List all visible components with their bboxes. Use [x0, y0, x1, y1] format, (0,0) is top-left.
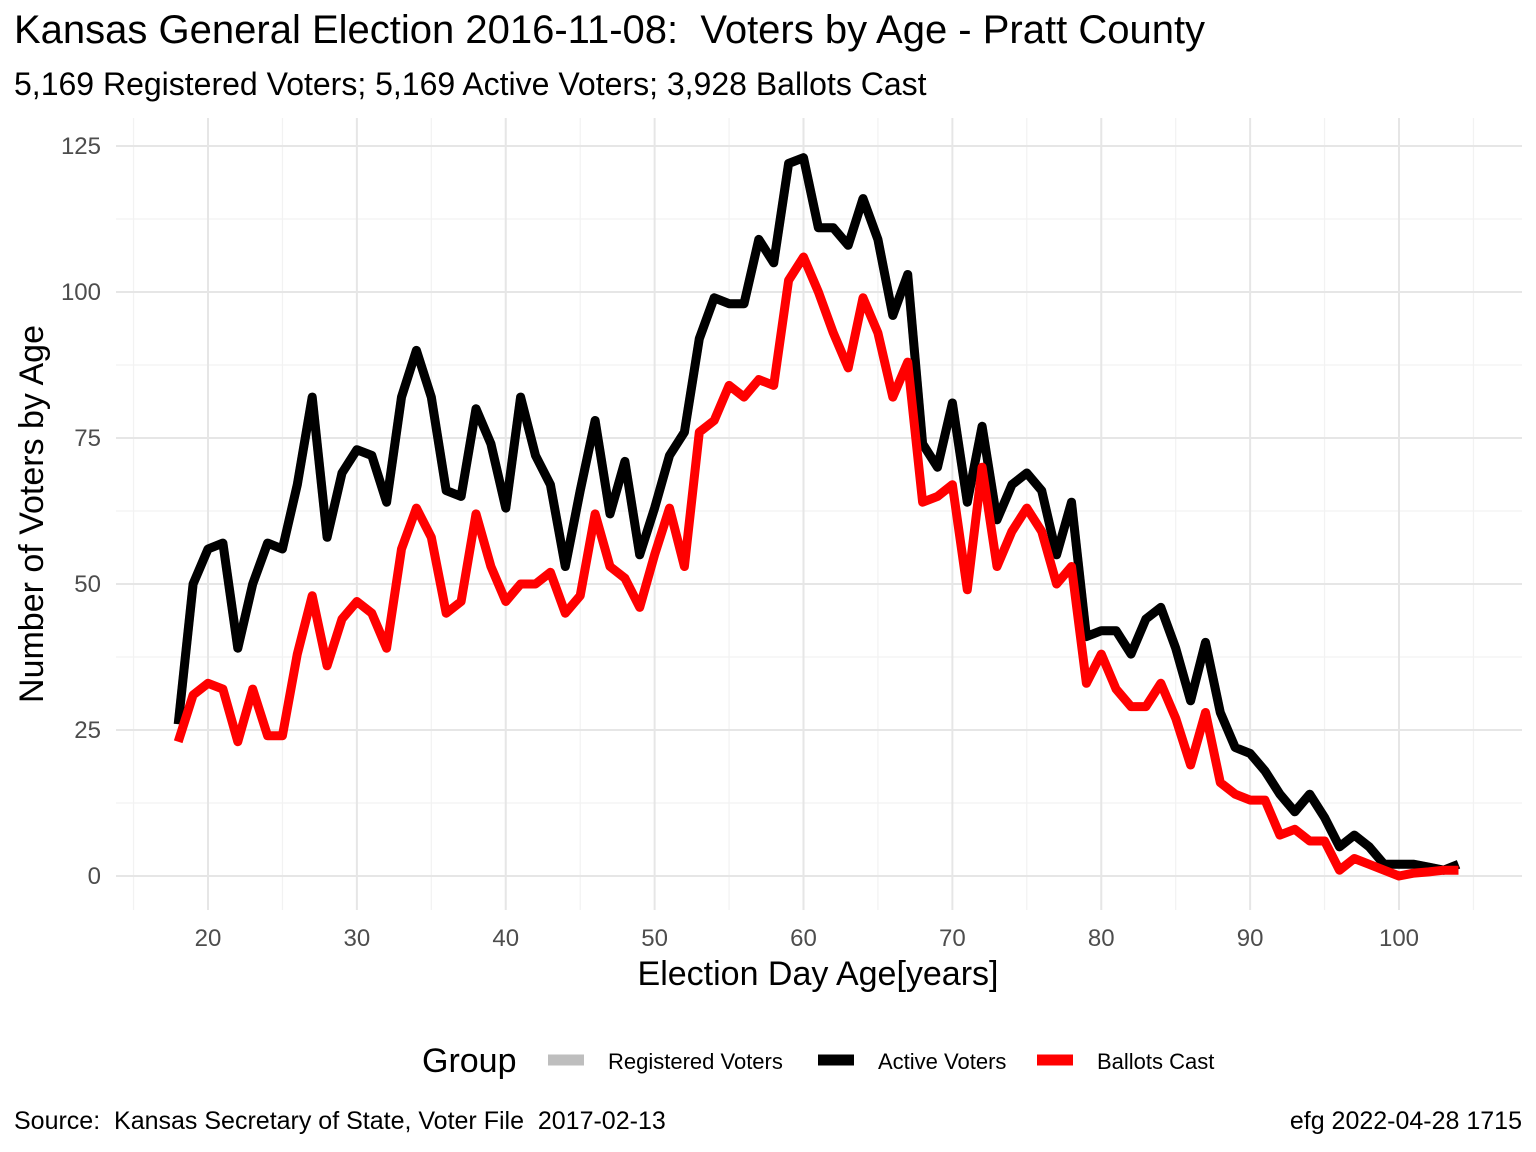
y-axis-title: Number of Voters by Age — [13, 325, 51, 703]
y-tick-label: 125 — [61, 133, 101, 160]
legend-label: Registered Voters — [608, 1049, 783, 1074]
x-tick-label: 90 — [1237, 925, 1264, 952]
y-tick-label: 0 — [88, 863, 101, 890]
legend-label: Active Voters — [878, 1049, 1006, 1074]
author-caption: efg 2022-04-28 1715 — [1289, 1107, 1522, 1135]
series-line-ballots-cast — [173, 252, 1459, 881]
series-line-active-voters — [173, 153, 1461, 875]
x-tick-label: 40 — [492, 925, 519, 952]
x-axis-title: Election Day Age[years] — [638, 955, 999, 993]
x-tick-label: 80 — [1088, 925, 1115, 952]
chart-title: Kansas General Election 2016-11-08: Vote… — [14, 8, 1206, 52]
chart-subtitle: 5,169 Registered Voters; 5,169 Active Vo… — [14, 66, 927, 102]
x-tick-label: 20 — [195, 925, 222, 952]
source-caption: Source: Kansas Secretary of State, Voter… — [14, 1107, 666, 1135]
y-tick-label: 75 — [74, 425, 101, 452]
x-tick-label: 60 — [790, 925, 817, 952]
x-tick-label: 70 — [939, 925, 966, 952]
x-tick-label: 100 — [1379, 925, 1419, 952]
y-tick-label: 25 — [74, 717, 101, 744]
legend-label: Ballots Cast — [1097, 1049, 1214, 1074]
x-tick-label: 50 — [641, 925, 668, 952]
y-tick-label: 50 — [74, 571, 101, 598]
series-line-registered-voters — [173, 153, 1461, 875]
legend-title: Group — [422, 1042, 517, 1080]
y-tick-label: 100 — [61, 279, 101, 306]
x-tick-label: 30 — [344, 925, 371, 952]
